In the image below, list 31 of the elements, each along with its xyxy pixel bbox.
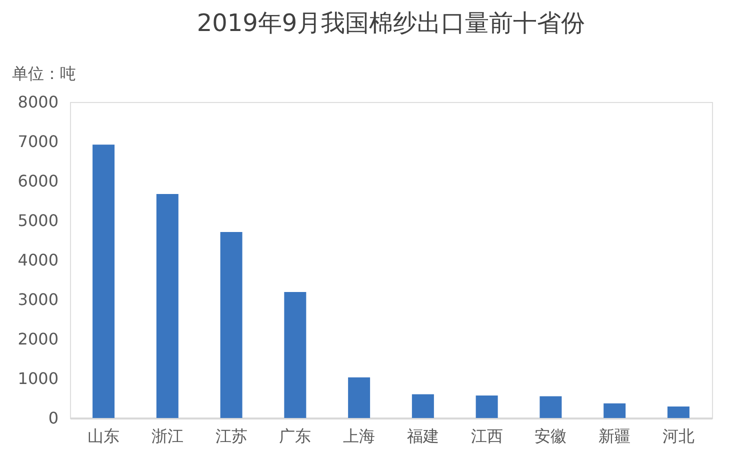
y-tick-label: 3000 bbox=[18, 290, 58, 309]
x-tick-label: 安徽 bbox=[534, 426, 567, 446]
x-tick-label: 江西 bbox=[470, 426, 503, 446]
x-tick-label: 山东 bbox=[88, 426, 120, 446]
y-tick-label: 1000 bbox=[18, 369, 58, 388]
bar bbox=[156, 194, 178, 418]
x-tick-label: 江苏 bbox=[215, 426, 248, 446]
bar bbox=[348, 377, 370, 418]
bar bbox=[284, 292, 306, 418]
y-tick-label: 7000 bbox=[18, 132, 58, 151]
y-tick-label: 0 bbox=[48, 408, 58, 428]
bar bbox=[476, 395, 498, 418]
x-tick-label: 上海 bbox=[343, 426, 376, 446]
bar bbox=[412, 394, 434, 418]
bar bbox=[667, 406, 690, 418]
bar bbox=[540, 396, 562, 418]
x-tick-label: 新疆 bbox=[598, 426, 631, 446]
y-tick-label: 4000 bbox=[18, 250, 58, 270]
chart-title: 2019年9月我国棉纱出口量前十省份 bbox=[196, 9, 586, 37]
x-tick-label: 广东 bbox=[279, 426, 312, 446]
x-tick-label: 河北 bbox=[662, 426, 694, 446]
y-tick-label: 5000 bbox=[18, 211, 58, 230]
bar bbox=[604, 403, 626, 418]
x-tick-label: 浙江 bbox=[151, 426, 184, 446]
bar bbox=[220, 232, 242, 418]
y-tick-label: 2000 bbox=[18, 330, 58, 348]
y-tick-label: 6000 bbox=[18, 172, 58, 190]
bar bbox=[92, 144, 115, 418]
x-tick-label: 福建 bbox=[406, 426, 439, 446]
y-tick-label: 8000 bbox=[18, 92, 58, 112]
y-axis-title: 单位：吨 bbox=[12, 64, 76, 83]
